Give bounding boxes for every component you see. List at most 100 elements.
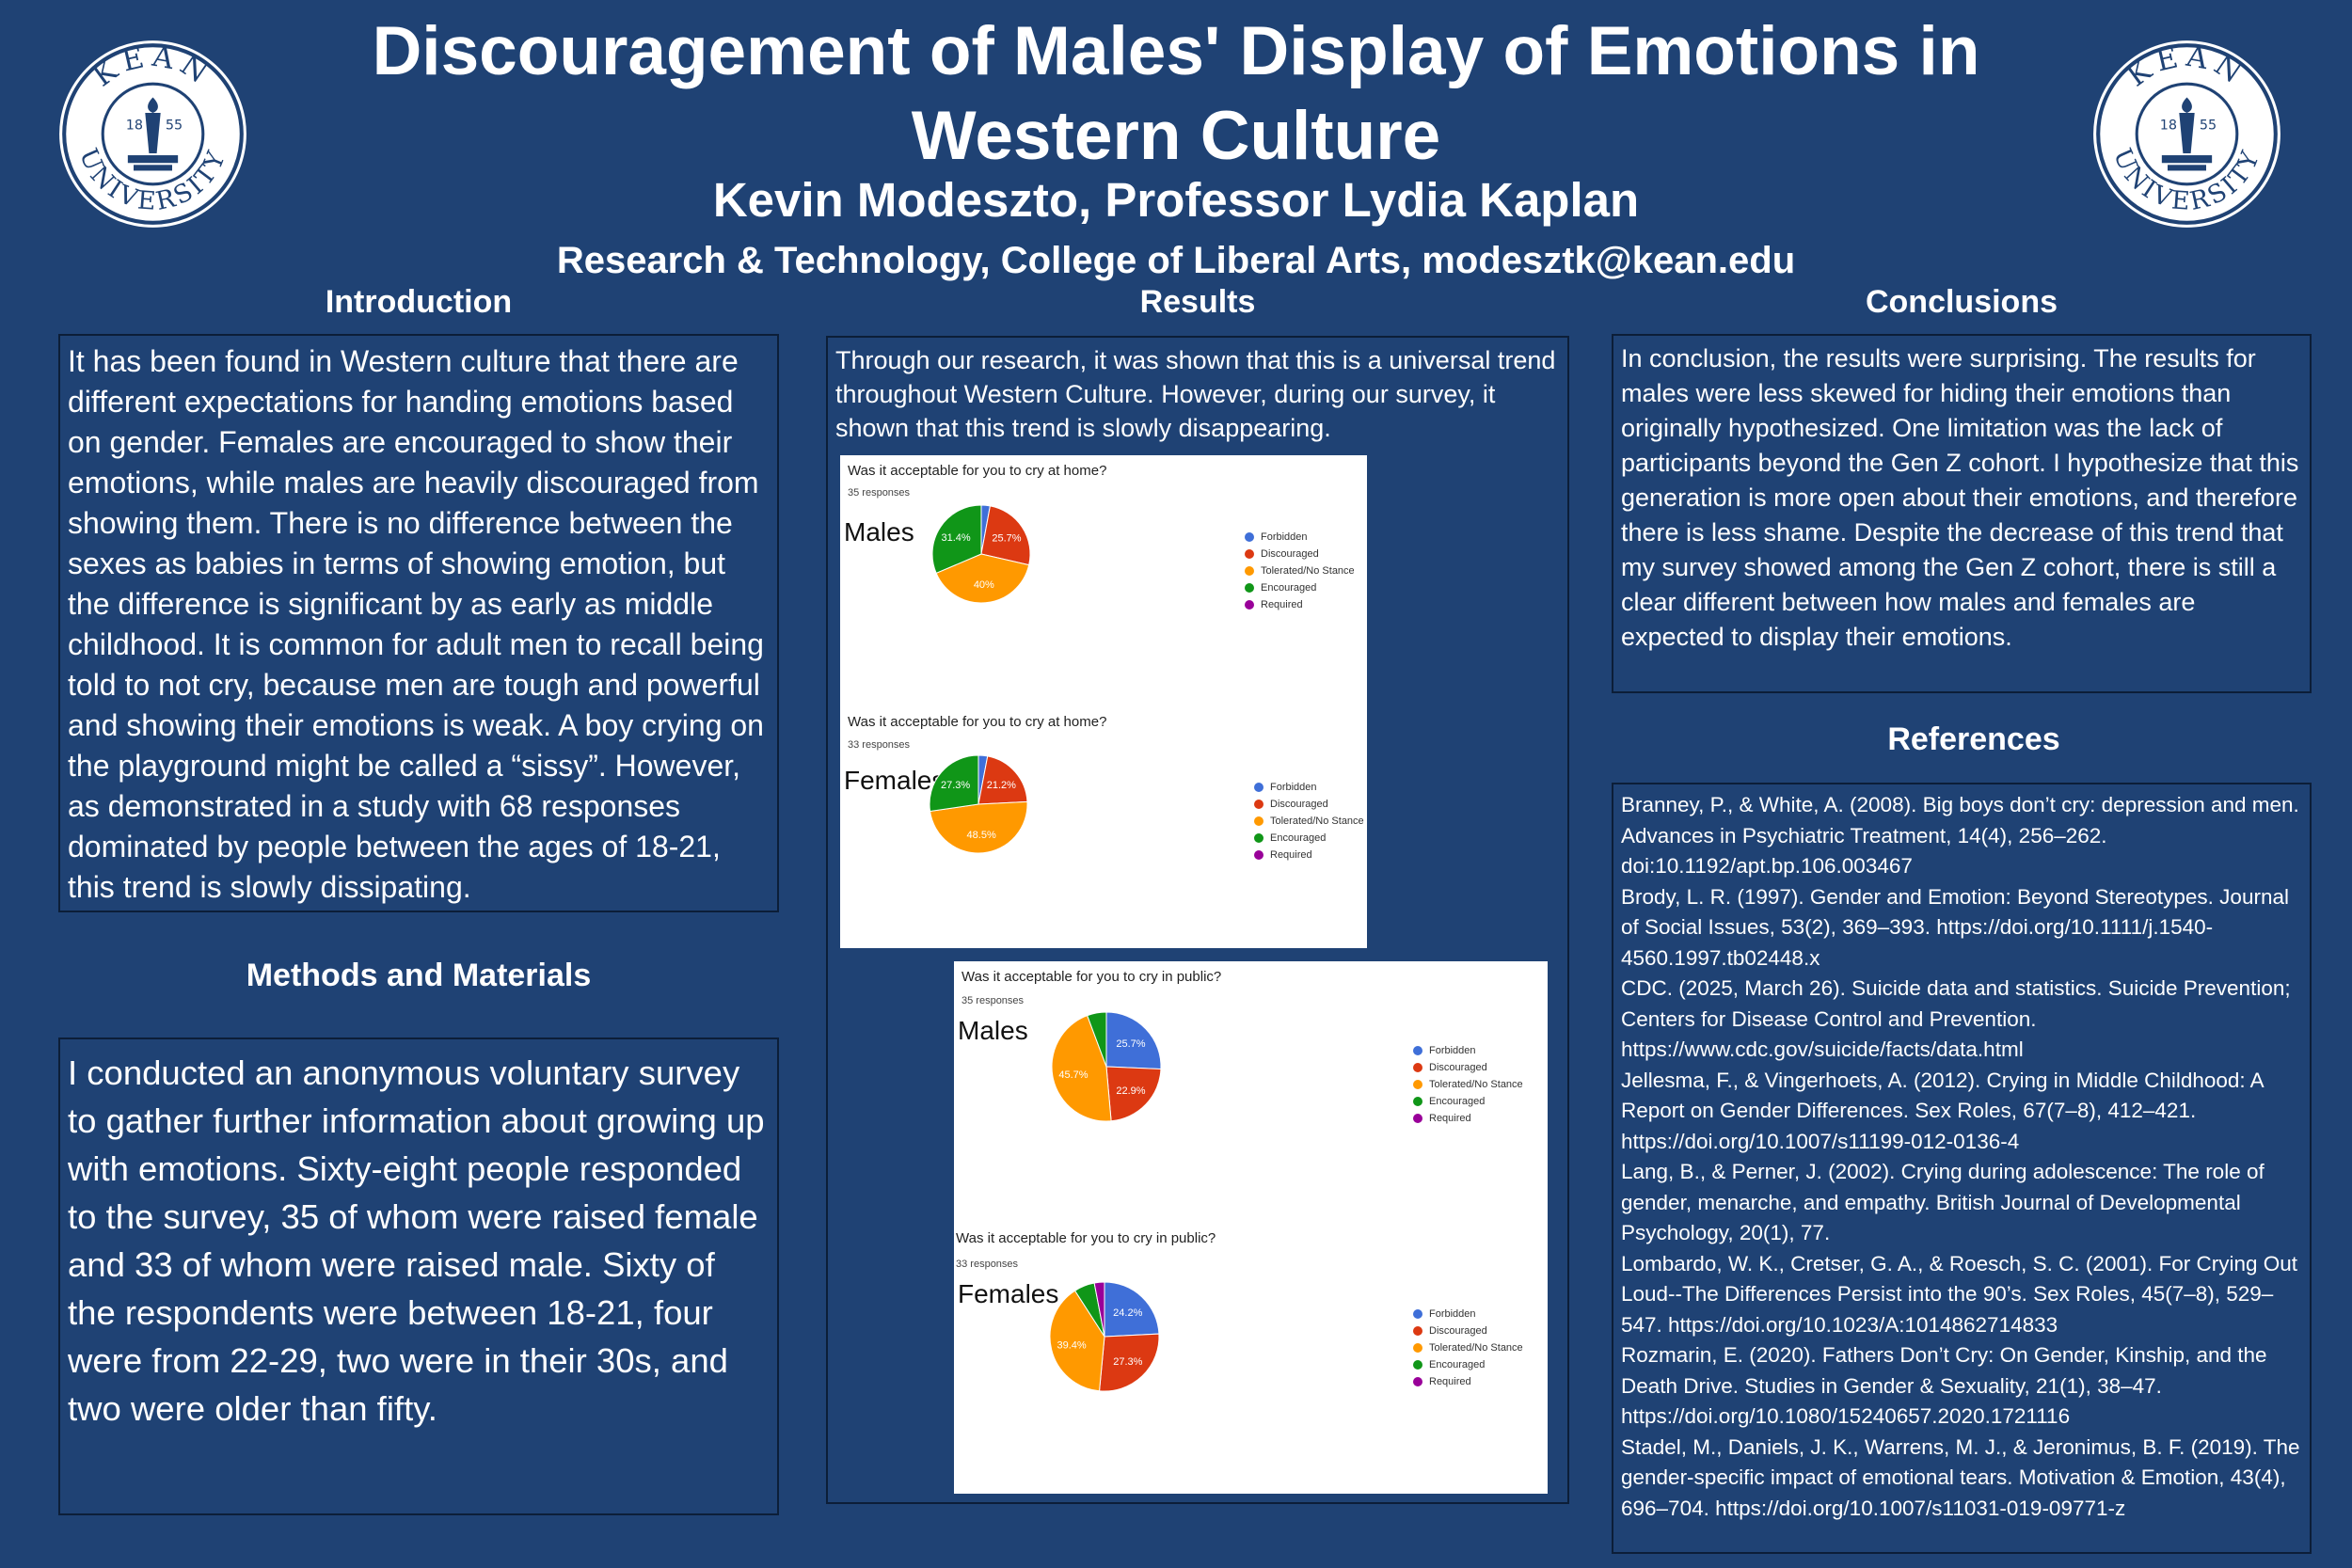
- legend-swatch: [1245, 549, 1254, 559]
- legend-label: Encouraged: [1261, 582, 1317, 594]
- legend-home-females: Forbidden Discouraged Tolerated/No Stance E…: [1254, 779, 1364, 863]
- references-box: Branney, P., & White, A. (2008). Big boy…: [1612, 783, 2312, 1554]
- legend-swatch: [1413, 1309, 1422, 1319]
- logo-year-right: 55: [2200, 118, 2217, 133]
- legend-label: Forbidden: [1429, 1045, 1476, 1056]
- pie-data-label: 24.2%: [1113, 1307, 1142, 1319]
- reference-item: Rozmarin, E. (2020). Fathers Don’t Cry: …: [1621, 1343, 2267, 1428]
- legend-entry: Required: [1413, 1373, 1523, 1390]
- chart-panel-cry-at-home: Was it acceptable for you to cry at home…: [840, 455, 1367, 948]
- logo-year-left: 18: [126, 118, 143, 133]
- legend-label: Forbidden: [1270, 782, 1317, 793]
- legend-entry: Forbidden: [1245, 529, 1355, 546]
- pie-data-label: 27.3%: [1113, 1356, 1142, 1368]
- pie-chart-public-males: 25.7% 22.9% 45.7%: [1051, 1011, 1162, 1122]
- legend-entry: Discouraged: [1245, 546, 1355, 562]
- reference-item: Brody, L. R. (1997). Gender and Emotion:…: [1621, 884, 2289, 970]
- pie-slice-forbidden: [1104, 1281, 1160, 1338]
- legend-label: Encouraged: [1270, 832, 1327, 844]
- legend-swatch: [1254, 783, 1263, 792]
- chart-title-home-males: Was it acceptable for you to cry at home…: [848, 463, 1107, 479]
- methods-box: I conducted an anonymous voluntary surve…: [58, 1037, 779, 1515]
- legend-label: Forbidden: [1429, 1308, 1476, 1320]
- introduction-text: It has been found in Western culture tha…: [68, 344, 764, 904]
- reference-item: Branney, P., & White, A. (2008). Big boy…: [1621, 793, 2299, 878]
- conclusions-text: In conclusion, the results were surprisi…: [1621, 344, 2299, 651]
- chart-title-home-females: Was it acceptable for you to cry at home…: [848, 714, 1107, 730]
- legend-label: Tolerated/No Stance: [1261, 565, 1355, 577]
- reference-item: CDC. (2025, March 26). Suicide data and …: [1621, 976, 2291, 1061]
- chart-group-public-females: Females: [958, 1279, 1059, 1308]
- chart-group-home-females: Females: [844, 766, 946, 795]
- legend-home-males: Forbidden Discouraged Tolerated/No Stance E…: [1245, 529, 1355, 613]
- pie-data-label: 25.7%: [1116, 1038, 1145, 1050]
- pie-chart-public-females: 24.2% 27.3% 39.4%: [1049, 1281, 1160, 1392]
- legend-public-males: Forbidden Discouraged Tolerated/No Stance E…: [1413, 1042, 1523, 1127]
- legend-label: Discouraged: [1270, 799, 1328, 810]
- conclusions-box: In conclusion, the results were surprisi…: [1612, 334, 2312, 693]
- poster-affiliation: Research & Technology, College of Libera…: [556, 240, 1796, 281]
- results-box: Through our research, it was shown that …: [826, 336, 1569, 1504]
- legend-entry: Discouraged: [1254, 796, 1364, 813]
- legend-swatch: [1254, 850, 1263, 860]
- chart-group-public-males: Males: [958, 1016, 1028, 1045]
- legend-entry: Discouraged: [1413, 1059, 1523, 1076]
- legend-entry: Forbidden: [1413, 1042, 1523, 1059]
- legend-entry: Required: [1245, 596, 1355, 613]
- legend-swatch: [1413, 1114, 1422, 1123]
- legend-entry: Tolerated/No Stance: [1254, 813, 1364, 830]
- legend-entry: Tolerated/No Stance: [1245, 562, 1355, 579]
- legend-entry: Tolerated/No Stance: [1413, 1339, 1523, 1356]
- pie-data-label: 21.2%: [987, 780, 1016, 791]
- methods-heading: Methods and Materials: [246, 958, 592, 993]
- pie-slice-encouraged: [929, 754, 979, 813]
- legend-swatch: [1413, 1360, 1422, 1370]
- legend-entry: Tolerated/No Stance: [1413, 1076, 1523, 1093]
- results-text: Through our research, it was shown that …: [835, 346, 1556, 442]
- pie-slice-tolerated-no-stance: [935, 553, 1030, 604]
- legend-swatch: [1254, 800, 1263, 809]
- logo-year-left: 18: [2160, 118, 2177, 133]
- pie-slice-tolerated-no-stance: [1051, 1015, 1112, 1122]
- legend-label: Discouraged: [1429, 1062, 1487, 1073]
- pie-slice-forbidden: [1105, 1011, 1162, 1070]
- legend-entry: Encouraged: [1413, 1356, 1523, 1373]
- logo-year-right: 55: [166, 118, 183, 133]
- pie-chart-home-males: 25.7% 40% 31.4%: [931, 504, 1031, 604]
- reference-item: Lombardo, W. K., Cretser, G. A., & Roesc…: [1621, 1251, 2298, 1337]
- pie-data-label: 22.9%: [1116, 1085, 1145, 1097]
- reference-item: Lang, B., & Perner, J. (2002). Crying du…: [1621, 1160, 2265, 1244]
- legend-label: Required: [1429, 1376, 1471, 1387]
- legend-entry: Forbidden: [1413, 1306, 1523, 1323]
- chart-responses-home-females: 33 responses: [848, 739, 911, 751]
- legend-swatch: [1413, 1080, 1422, 1089]
- legend-label: Required: [1429, 1113, 1471, 1124]
- pie-slice-encouraged: [1087, 1011, 1107, 1068]
- legend-swatch: [1413, 1377, 1422, 1386]
- references-heading: References: [1887, 721, 2060, 757]
- legend-label: Required: [1261, 599, 1303, 610]
- chart-responses-public-males: 35 responses: [961, 995, 1025, 1006]
- methods-text: I conducted an anonymous voluntary surve…: [68, 1053, 765, 1428]
- legend-swatch: [1245, 532, 1254, 542]
- chart-group-home-males: Males: [844, 517, 914, 546]
- poster-title: Discouragement of Males' Display of Emot…: [372, 13, 1980, 174]
- legend-entry: Encouraged: [1245, 579, 1355, 596]
- legend-public-females: Forbidden Discouraged Tolerated/No Stance E…: [1413, 1306, 1523, 1390]
- legend-label: Encouraged: [1429, 1096, 1486, 1107]
- legend-label: Tolerated/No Stance: [1429, 1342, 1523, 1354]
- legend-entry: Required: [1254, 847, 1364, 863]
- pie-slice-discouraged: [980, 505, 1031, 566]
- pie-slice-encouraged: [931, 504, 982, 575]
- pie-data-label: 45.7%: [1058, 1069, 1088, 1081]
- legend-entry: Encouraged: [1254, 830, 1364, 847]
- reference-item: Jellesma, F., & Vingerhoets, A. (2012). …: [1621, 1068, 2264, 1153]
- pie-data-label: 31.4%: [942, 532, 971, 544]
- legend-swatch: [1413, 1326, 1422, 1336]
- chart-panel-cry-in-public: Was it acceptable for you to cry in publ…: [954, 961, 1548, 1494]
- legend-label: Encouraged: [1429, 1359, 1486, 1370]
- pie-data-label: 27.3%: [941, 780, 970, 791]
- legend-swatch: [1254, 833, 1263, 843]
- chart-responses-public-females: 33 responses: [956, 1259, 1019, 1270]
- pie-slice-discouraged: [1105, 1066, 1162, 1122]
